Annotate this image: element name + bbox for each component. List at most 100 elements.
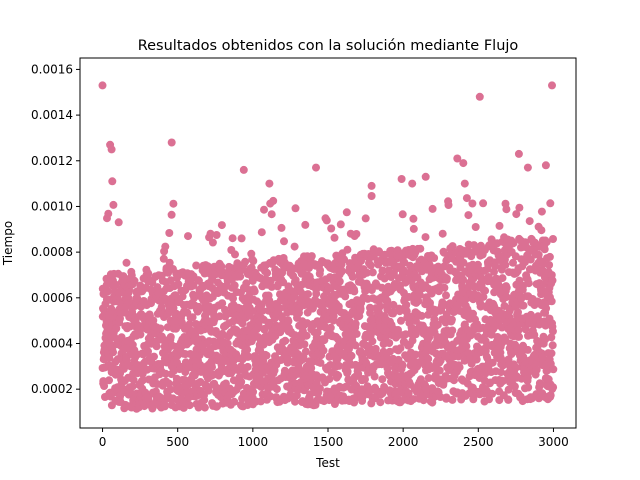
data-point [397,316,405,325]
data-point [362,268,371,277]
data-point [361,375,369,384]
x-axis-ticks: 0 500 1000 1500 2000 2500 3000 [99,428,569,449]
data-point [547,297,556,306]
data-point [256,397,265,406]
data-point [488,389,497,398]
data-point [192,261,201,270]
data-point [166,276,175,285]
data-point [398,210,407,219]
x-tick-label: 2000 [388,435,419,449]
data-point [129,375,138,384]
data-point [548,341,557,350]
data-point [223,339,232,348]
data-point [249,257,258,265]
data-point [542,238,551,247]
data-point [290,242,299,251]
data-point [379,347,388,356]
data-point [109,348,117,357]
data-point [159,254,168,263]
data-point [307,252,316,261]
data-point [326,323,335,332]
data-point [435,366,444,375]
data-point [243,345,252,354]
data-point [208,238,217,247]
data-point [395,307,404,316]
data-point [204,386,213,395]
data-point [459,159,468,168]
x-tick-label: 1000 [238,435,269,449]
data-point [378,283,386,292]
data-point [105,376,113,385]
data-point [409,395,418,404]
data-point [376,302,385,311]
data-point [350,287,359,296]
data-point [178,318,186,327]
data-point [368,337,377,346]
data-point [260,205,268,214]
data-point [375,247,383,256]
data-point [128,382,137,391]
y-tick-label: 0.0014 [31,108,73,122]
data-point [524,279,533,288]
data-point [263,268,272,277]
data-point [459,258,468,267]
data-point [444,201,453,209]
data-point [385,347,394,356]
data-point [189,281,198,290]
data-point [195,305,203,314]
data-point [307,364,316,373]
data-point [316,358,325,367]
data-point [532,365,541,374]
data-point [342,208,351,217]
data-point [100,382,109,390]
data-point [498,274,507,283]
data-point [341,292,350,301]
data-point [547,333,556,342]
data-point [206,229,215,238]
data-point [111,280,120,289]
data-point [370,372,379,381]
data-point [334,371,343,380]
data-point [542,304,551,313]
data-point [237,234,246,243]
data-point [546,391,555,400]
data-point [389,300,398,309]
data-point [502,293,511,301]
data-point [281,336,290,345]
data-point [447,315,456,324]
data-points [98,81,558,413]
data-point [501,260,510,269]
data-point [548,327,557,336]
data-point [504,395,513,404]
data-point [122,258,131,267]
data-point [277,223,286,232]
data-point [136,330,145,339]
data-point [510,382,519,391]
data-point [336,220,345,229]
chart-title: Resultados obtenidos con la solución med… [138,38,519,54]
data-point [537,207,546,216]
data-point [497,368,505,377]
y-tick-label: 0.0012 [31,154,73,168]
data-point [399,266,408,275]
data-point [502,283,511,292]
data-point [291,204,300,213]
data-point [488,358,497,367]
data-point [421,172,430,181]
data-point [385,339,394,347]
data-point [283,354,292,363]
data-point [475,92,484,101]
data-point [237,377,246,386]
data-point [108,177,117,186]
x-axis-label: Test [315,456,340,470]
data-point [236,272,245,281]
data-point [481,337,490,346]
data-point [549,235,557,243]
data-point [351,319,360,328]
data-point [428,204,437,213]
data-point [517,374,526,383]
data-point [269,196,278,205]
data-point [319,346,328,355]
data-point [169,199,178,208]
